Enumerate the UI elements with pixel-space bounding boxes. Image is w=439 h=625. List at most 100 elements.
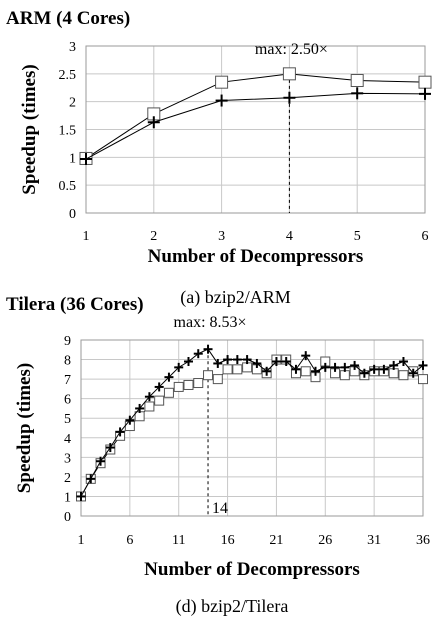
max-x-label: 14 <box>212 500 228 517</box>
y-tick-label: 0 <box>69 207 76 222</box>
data-point-plus <box>86 474 96 484</box>
data-point-plus <box>369 364 379 374</box>
chart-title: ARM (4 Cores) <box>6 8 130 29</box>
x-tick-label: 11 <box>172 533 185 548</box>
series-line <box>85 73 426 159</box>
data-point-plus <box>115 427 125 437</box>
y-axis-title: Speedup (times) <box>19 64 40 194</box>
y-tick-label: 1 <box>64 490 71 505</box>
data-point-square <box>242 362 253 373</box>
data-point-plus <box>389 360 399 370</box>
data-point-plus <box>408 368 418 378</box>
y-tick-label: 8 <box>64 354 71 369</box>
chart-arm: ARM (4 Cores) 0 0.5 1 1.5 2 2.5 3 1 2 3 4 5 6 Number o… <box>6 8 432 308</box>
x-tick-label: 4 <box>286 229 293 244</box>
x-tick-label: 1 <box>83 229 90 244</box>
data-point-plus <box>125 415 135 425</box>
data-point-square <box>215 75 229 89</box>
data-point-plus <box>320 362 330 372</box>
y-tick-label: 1 <box>69 151 76 166</box>
data-point-square <box>418 374 428 385</box>
data-point-square <box>173 381 184 392</box>
data-point-plus <box>174 362 184 372</box>
data-point-plus <box>419 87 431 100</box>
data-point-square <box>232 364 243 375</box>
chart-caption: (a) bzip2/ARM <box>180 287 290 308</box>
x-axis-title: Number of Decompressors <box>148 246 364 267</box>
data-point-plus <box>398 357 408 367</box>
chart-caption: (d) bzip2/Tilera <box>176 596 289 617</box>
data-point-square <box>282 67 296 81</box>
x-tick-label: 5 <box>354 229 361 244</box>
x-tick-label: 26 <box>318 533 332 548</box>
data-point-square <box>350 74 364 88</box>
x-axis-title: Number of Decompressors <box>144 559 360 580</box>
data-point-square <box>388 368 399 379</box>
y-tick-label: 3 <box>69 40 76 55</box>
data-point-plus <box>213 358 223 368</box>
y-tick-label: 4 <box>64 432 71 447</box>
data-point-square <box>300 366 311 377</box>
x-tick-label: 6 <box>126 533 133 548</box>
max-annotation: max: 2.50× <box>255 41 328 58</box>
data-point-plus <box>350 360 360 370</box>
y-tick-label: 2 <box>69 96 76 111</box>
data-point-square <box>203 370 214 381</box>
y-tick-label: 2 <box>64 471 71 486</box>
x-tick-label: 6 <box>422 229 429 244</box>
data-point-plus <box>183 357 193 367</box>
y-tick-label: 0.5 <box>59 179 77 194</box>
data-point-plus <box>203 344 213 354</box>
data-point-plus <box>215 94 228 107</box>
data-point-square <box>154 395 165 406</box>
plot-area <box>80 339 424 517</box>
data-point-plus <box>418 360 428 370</box>
data-point-square <box>163 387 174 398</box>
data-point-plus <box>154 382 164 392</box>
data-point-plus <box>147 116 160 129</box>
data-point-plus <box>80 153 92 166</box>
x-tick-label: 1 <box>78 533 85 548</box>
plot-area <box>85 45 426 214</box>
series-plus <box>80 87 431 166</box>
data-point-plus <box>340 362 350 372</box>
data-point-plus <box>242 355 252 365</box>
data-point-plus <box>252 358 262 368</box>
y-tick-label: 7 <box>64 373 71 388</box>
data-point-plus <box>291 364 301 374</box>
data-point-square <box>193 378 204 389</box>
data-point-square <box>339 370 350 381</box>
y-tick-label: 2.5 <box>59 68 77 83</box>
data-point-plus <box>271 357 281 367</box>
x-tick-label: 16 <box>221 533 235 548</box>
data-point-square <box>418 75 432 89</box>
data-point-plus <box>164 372 174 382</box>
data-point-plus <box>96 456 106 466</box>
data-point-plus <box>144 392 154 402</box>
data-point-plus <box>193 349 203 359</box>
x-tick-label: 21 <box>269 533 283 548</box>
x-tick-label: 31 <box>367 533 381 548</box>
y-tick-label: 0 <box>64 510 71 525</box>
y-tick-label: 3 <box>64 451 71 466</box>
data-point-plus <box>351 87 364 100</box>
data-point-square <box>183 379 194 390</box>
data-point-square <box>134 411 145 422</box>
y-tick-label: 6 <box>64 393 71 408</box>
x-tick-label: 3 <box>218 229 225 244</box>
data-point-plus <box>262 366 272 376</box>
x-tick-label: 36 <box>416 533 430 548</box>
data-point-square <box>212 374 223 385</box>
y-tick-label: 1.5 <box>59 124 77 139</box>
data-point-plus <box>311 366 321 376</box>
data-point-square <box>222 364 233 375</box>
data-point-plus <box>223 355 233 365</box>
y-axis-title: Speedup (times) <box>14 363 35 493</box>
data-point-plus <box>359 368 369 378</box>
series-square <box>76 354 428 502</box>
data-point-plus <box>105 443 115 453</box>
max-annotation: max: 8.53× <box>174 314 247 331</box>
series-line <box>85 92 426 160</box>
